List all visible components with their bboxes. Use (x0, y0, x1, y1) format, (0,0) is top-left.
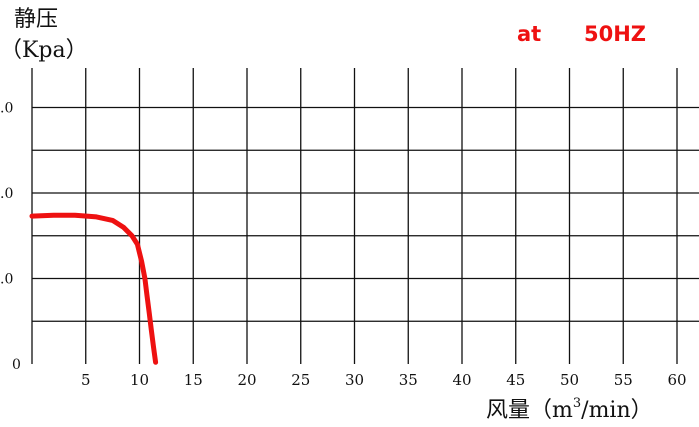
x-axis-label-suffix: /min） (581, 398, 652, 423)
y-axis-label-line2: （Kpa） (0, 38, 88, 63)
y-tick-labels: 0 .0 .0 .0 (0, 101, 21, 374)
x-tick-label: 60 (667, 371, 686, 389)
y-tick-label: 0 (12, 357, 21, 373)
y-tick-label: .0 (0, 186, 13, 202)
annotation-frequency: 50HZ (584, 22, 646, 46)
y-tick-label: .0 (0, 272, 13, 288)
x-tick-label: 45 (506, 371, 525, 389)
x-axis-label: 风量（m3/min） (486, 396, 653, 423)
fan-curve-series (29, 212, 159, 365)
x-tick-label: 35 (399, 371, 418, 389)
x-tick-label: 15 (184, 371, 203, 389)
y-tick-label: .0 (0, 101, 13, 117)
x-axis-label-superscript: 3 (573, 396, 581, 411)
x-tick-label: 55 (614, 371, 633, 389)
x-tick-labels: 5 10 15 20 25 30 35 40 45 50 55 60 (81, 371, 687, 389)
x-axis-label-prefix: 风量（m (486, 398, 573, 423)
y-axis-label-line1: 静压 (14, 7, 58, 32)
x-tick-label: 30 (345, 371, 364, 389)
x-tick-label: 5 (81, 371, 91, 389)
x-tick-label: 25 (291, 371, 310, 389)
x-tick-label: 10 (130, 371, 149, 389)
x-tick-label: 20 (237, 371, 256, 389)
annotation-at: at (517, 22, 541, 46)
x-tick-label: 50 (560, 371, 579, 389)
grid (31, 68, 699, 364)
x-tick-label: 40 (452, 371, 471, 389)
